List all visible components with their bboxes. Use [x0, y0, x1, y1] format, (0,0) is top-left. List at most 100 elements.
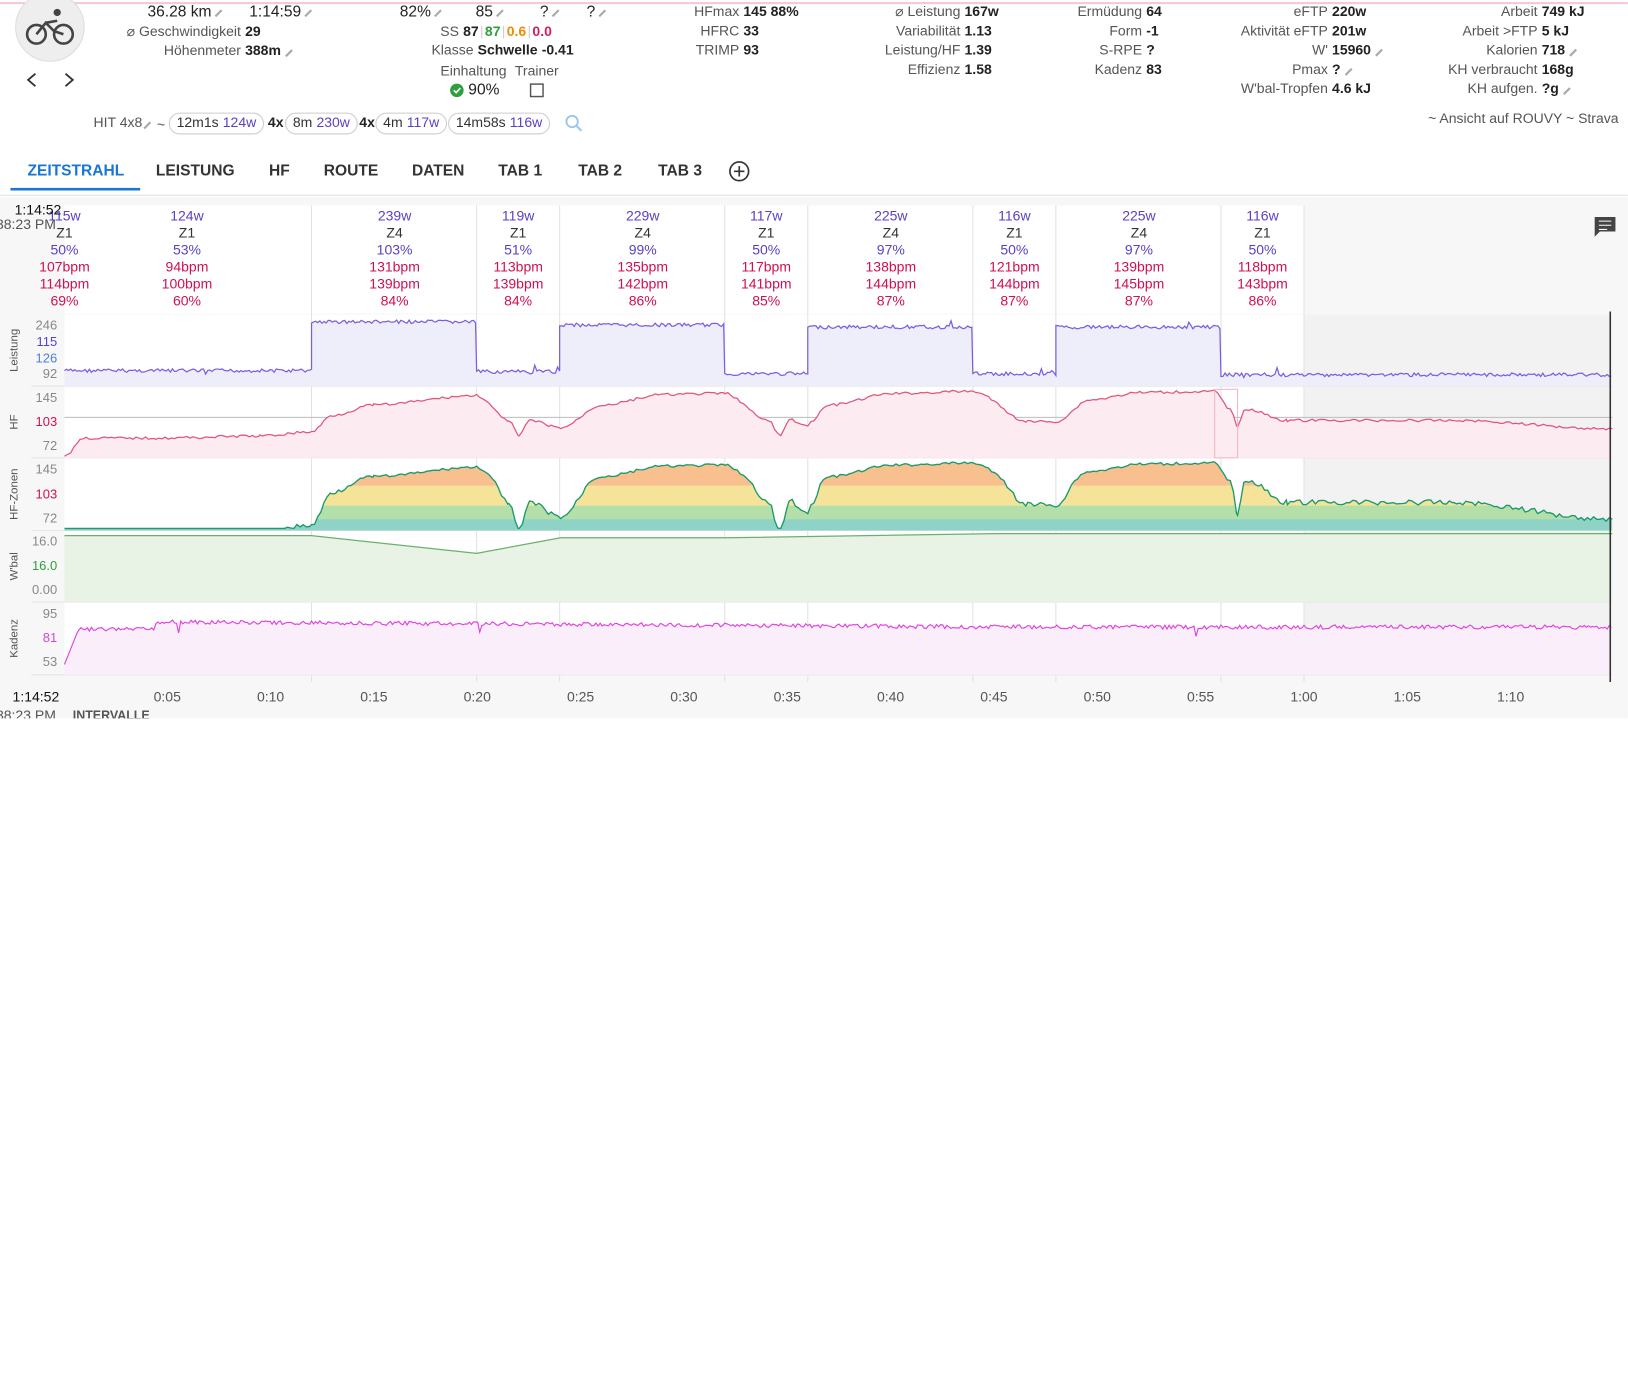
- section-label: INTERVALLE: [73, 709, 150, 723]
- external-links: ~ Ansicht auf ROUVY ~ Strava: [1428, 110, 1619, 126]
- stat-label: eFTP: [1294, 3, 1328, 19]
- edit-icon[interactable]: [495, 9, 504, 18]
- power-trace: [64, 318, 1612, 379]
- zone-band: [64, 519, 1613, 531]
- edit-icon[interactable]: [1375, 48, 1383, 57]
- interval-power: 229w: [626, 208, 660, 224]
- stat-value: 718: [1542, 42, 1566, 58]
- edit-icon[interactable]: [214, 9, 223, 18]
- stat-value: 167w: [965, 3, 999, 19]
- edit-icon[interactable]: [1344, 67, 1353, 76]
- zone-band: [64, 485, 1613, 506]
- interval-pct: 97%: [877, 242, 905, 258]
- stat-value: 64: [1146, 3, 1162, 19]
- stat-value: 168g: [1542, 61, 1574, 77]
- interval-hr-max: 114bpm: [40, 275, 90, 291]
- stat-label: HFRC: [700, 22, 739, 38]
- interval-pct: 103%: [377, 242, 413, 258]
- edit-icon[interactable]: [1569, 48, 1578, 57]
- stat-value: 749 kJ: [1542, 3, 1585, 19]
- interval-hr-avg: 113bpm: [493, 258, 543, 274]
- tab[interactable]: DATEN: [412, 162, 464, 179]
- interval-chip[interactable]: [448, 112, 551, 135]
- comments-icon[interactable]: [1594, 216, 1616, 237]
- interval-hr-avg: 118bpm: [1238, 258, 1288, 274]
- edit-icon[interactable]: [551, 9, 560, 18]
- edit-icon[interactable]: [598, 9, 607, 18]
- compliance-label: Einhaltung: [440, 62, 506, 78]
- y-tick-label: 16.0: [32, 533, 57, 548]
- interval-chip[interactable]: [375, 112, 447, 135]
- edit-icon[interactable]: [434, 9, 442, 18]
- interval-hr-pct: 84%: [504, 292, 532, 308]
- interval-chip[interactable]: [285, 112, 358, 135]
- edit-icon[interactable]: [1563, 87, 1571, 95]
- stat-value: 388m: [245, 42, 281, 58]
- stat-label: TRIMP: [696, 42, 740, 58]
- y-tick-label: 103: [36, 487, 58, 502]
- panel-name: Kadenz: [9, 619, 21, 658]
- stat-value: 4.6 kJ: [1332, 80, 1371, 96]
- search-icon[interactable]: [565, 114, 583, 132]
- interval-hr-avg: 139bpm: [1114, 258, 1165, 274]
- x-tick-label: 0:05: [154, 688, 181, 704]
- interval-power: 116w: [1246, 208, 1279, 224]
- interval-zone: Z4: [386, 225, 403, 241]
- next-button[interactable]: [64, 72, 75, 87]
- edit-icon[interactable]: [143, 121, 152, 130]
- tab[interactable]: TAB 2: [578, 162, 622, 179]
- y-tick-label: 0.00: [32, 582, 57, 597]
- stat-label: Pmax: [1292, 61, 1328, 77]
- cursor-clock: 38:23 PM: [0, 216, 56, 232]
- hr-zone-trace: [64, 461, 1613, 530]
- edit-icon[interactable]: [304, 9, 313, 18]
- tab[interactable]: TAB 1: [498, 162, 542, 179]
- y-tick-label: 16.0: [32, 558, 57, 573]
- tab[interactable]: LEISTUNG: [156, 162, 235, 179]
- header-distance: 36.28 km: [148, 4, 212, 21]
- stat-label: Arbeit: [1501, 3, 1538, 19]
- interval-chip[interactable]: [168, 112, 265, 135]
- x-tick-label: 1:00: [1290, 688, 1317, 704]
- chip-duration: 14m58s: [456, 114, 506, 130]
- stat-label: HFmax: [694, 3, 739, 19]
- tab[interactable]: ROUTE: [324, 162, 378, 179]
- add-tab[interactable]: [729, 161, 750, 182]
- y-tick-label: 53: [43, 654, 57, 669]
- interval-hr-max: 145bpm: [1114, 275, 1165, 291]
- x-tick-label: 0:35: [774, 688, 801, 704]
- interval-zone: Z1: [1254, 225, 1271, 241]
- top-bar: [0, 2, 1628, 5]
- x-tick-label: 0:20: [464, 688, 491, 704]
- prev-button[interactable]: [26, 72, 36, 87]
- trainer-checkbox[interactable]: [529, 83, 544, 98]
- cursor-time: 1:14:52: [15, 201, 62, 217]
- x-tick-label: 0:45: [980, 688, 1007, 704]
- stat-value: 201w: [1332, 22, 1366, 38]
- tab[interactable]: HF: [269, 162, 290, 179]
- interval-power: 239w: [378, 208, 412, 224]
- interval-zone: Z1: [179, 225, 196, 241]
- interval-power: 225w: [1122, 208, 1156, 224]
- x-axis-clock: 38:23 PM: [0, 707, 56, 723]
- header-intensity: 82%: [400, 4, 431, 21]
- interval-hr-avg: 131bpm: [369, 258, 420, 274]
- workout-name: HIT 4x8: [94, 114, 143, 130]
- x-tick-label: 0:55: [1187, 688, 1214, 704]
- edit-icon[interactable]: [285, 49, 293, 58]
- stat-label: W'bal-Tropfen: [1241, 80, 1328, 96]
- interval-zone: Z1: [1006, 225, 1023, 241]
- header-load: 85: [476, 4, 493, 21]
- interval-hr-max: 139bpm: [493, 275, 544, 291]
- interval-hr-pct: 87%: [877, 292, 905, 308]
- tab[interactable]: ZEITSTRAHL: [27, 162, 124, 179]
- tab[interactable]: TAB 3: [658, 162, 702, 179]
- interval-pct: 51%: [504, 242, 532, 258]
- interval-pct: 50%: [752, 242, 780, 258]
- chip-duration: 4m: [383, 114, 402, 130]
- panel-name: Leistung: [9, 329, 21, 372]
- klasse-score: -0.41: [542, 42, 574, 58]
- x-tick-label: 0:50: [1084, 688, 1111, 704]
- interval-hr-pct: 69%: [50, 292, 78, 308]
